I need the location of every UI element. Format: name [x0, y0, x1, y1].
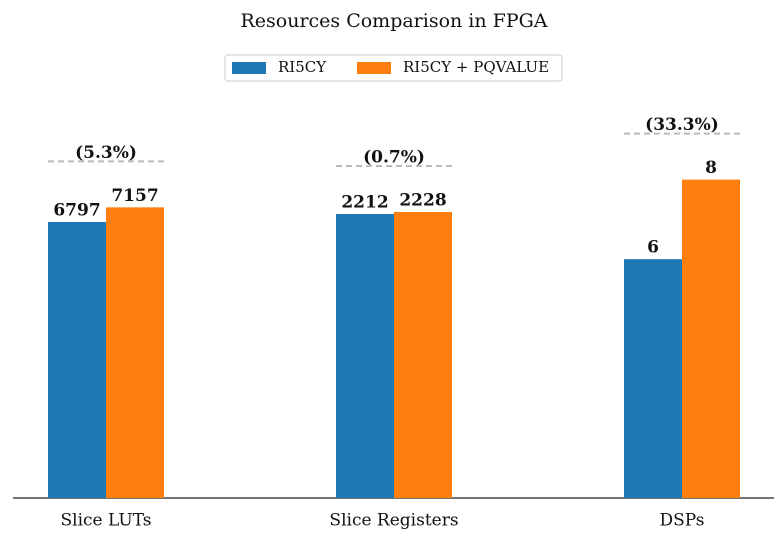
annotation-label: (5.3%) — [75, 143, 137, 163]
value-label: 6 — [647, 238, 659, 258]
bar — [48, 221, 106, 499]
value-label: 7157 — [111, 186, 158, 206]
annotation-label: (33.3%) — [645, 115, 719, 135]
chart-title: Resources Comparison in FPGA — [240, 10, 547, 32]
bar — [682, 179, 740, 498]
legend-swatch — [357, 62, 391, 74]
legend-box — [224, 54, 563, 82]
annotation-label: (0.7%) — [363, 147, 425, 167]
legend-swatch — [232, 62, 266, 74]
x-tick-label: DSPs — [660, 511, 705, 531]
value-label: 2212 — [341, 193, 388, 213]
bar — [394, 211, 452, 498]
value-label: 8 — [705, 158, 717, 178]
value-label: 2228 — [399, 190, 446, 210]
legend-label: RI5CY + PQVALUE — [403, 58, 549, 76]
x-tick-label: Slice Registers — [329, 511, 458, 531]
bar — [106, 207, 164, 498]
bar — [336, 214, 394, 498]
bar — [624, 259, 682, 498]
x-tick-label: Slice LUTs — [60, 511, 151, 531]
legend-label: RI5CY — [278, 58, 327, 76]
value-label: 6797 — [53, 200, 100, 220]
